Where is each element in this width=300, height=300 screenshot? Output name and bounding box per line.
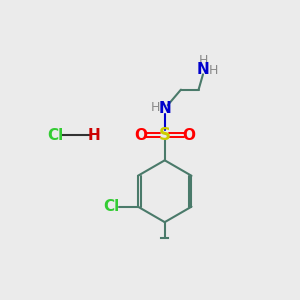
Text: H: H [88,128,100,143]
Text: H: H [208,64,218,77]
Text: H: H [198,54,208,67]
Text: O: O [182,128,195,143]
Text: S: S [159,126,171,144]
Text: H: H [151,101,160,114]
Text: Cl: Cl [48,128,64,143]
Text: O: O [135,128,148,143]
Text: N: N [196,61,209,76]
Text: Cl: Cl [103,199,120,214]
Text: N: N [158,101,171,116]
